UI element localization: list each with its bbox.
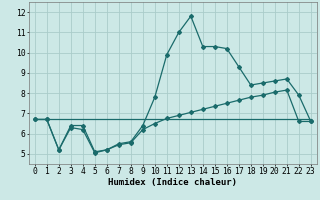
X-axis label: Humidex (Indice chaleur): Humidex (Indice chaleur) (108, 178, 237, 187)
